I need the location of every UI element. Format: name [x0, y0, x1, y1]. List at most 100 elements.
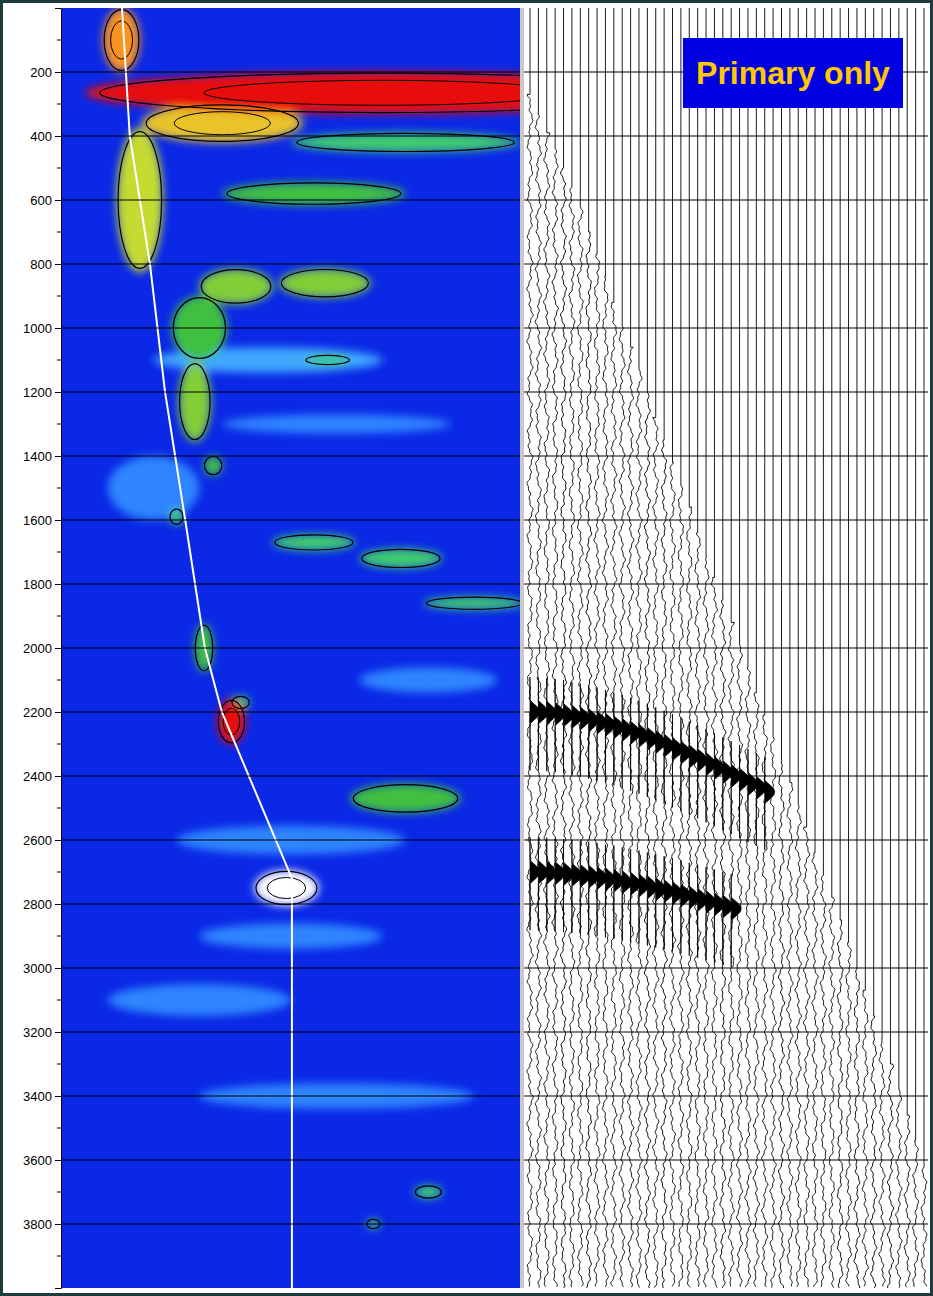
- anomaly: [424, 597, 520, 610]
- tick-mark: [55, 328, 61, 329]
- grid-line: [62, 135, 928, 136]
- tick-label: 3400: [23, 1089, 52, 1104]
- anomaly: [108, 984, 291, 1016]
- grid-line: [62, 327, 928, 328]
- annotation-box: [683, 38, 903, 108]
- tick: 1800: [23, 577, 61, 592]
- tick-mark: [55, 264, 61, 265]
- anomaly: [179, 362, 211, 442]
- tick: 3000: [23, 961, 61, 976]
- tick: 1400: [23, 449, 61, 464]
- minor-tick: [57, 40, 61, 41]
- grid-line: [62, 583, 928, 584]
- grid-line: [62, 455, 928, 456]
- tick-mark: [55, 136, 61, 137]
- tick-mark: [55, 456, 61, 457]
- annotation-text: Primary only: [696, 55, 890, 91]
- grid-line: [62, 519, 928, 520]
- tick-label: 1600: [23, 513, 52, 528]
- contour: [256, 871, 317, 904]
- minor-tick: [57, 552, 61, 553]
- minor-tick: [57, 424, 61, 425]
- tick: 3400: [23, 1089, 61, 1104]
- tick-mark: [55, 648, 61, 649]
- minor-tick: [57, 168, 61, 169]
- tick-mark: [55, 1224, 61, 1225]
- anomaly: [199, 269, 272, 304]
- contour-inner: [111, 21, 133, 59]
- minor-tick: [57, 1256, 61, 1257]
- tick: 1000: [23, 321, 61, 336]
- anomaly: [273, 534, 355, 550]
- minor-tick: [57, 616, 61, 617]
- minor-tick: [57, 1128, 61, 1129]
- tick-mark: [55, 968, 61, 969]
- tick-mark: [55, 1096, 61, 1097]
- tick: 2400: [23, 769, 61, 784]
- grid-line: [62, 1031, 928, 1032]
- minor-tick: [57, 872, 61, 873]
- tick-mark: [55, 200, 61, 201]
- grid-line: [62, 903, 928, 904]
- tick: 1200: [23, 385, 61, 400]
- tick-mark: [55, 776, 61, 777]
- minor-tick: [57, 936, 61, 937]
- axis-line: [55, 9, 62, 1289]
- tick-mark: [55, 904, 61, 905]
- tick-label: 3200: [23, 1025, 52, 1040]
- anomaly: [305, 355, 351, 365]
- tick-label: 200: [30, 65, 52, 80]
- tick-mark: [55, 1160, 61, 1161]
- tick: 2000: [23, 641, 61, 656]
- minor-tick: [57, 296, 61, 297]
- anomaly: [254, 870, 318, 905]
- grid: [62, 72, 928, 1224]
- anomaly: [360, 667, 497, 693]
- tick-mark: [55, 1032, 61, 1033]
- grid-line: [62, 839, 928, 840]
- tick: 1600: [23, 513, 61, 528]
- tick-label: 1000: [23, 321, 52, 336]
- minor-tick: [57, 104, 61, 105]
- tick-label: 3000: [23, 961, 52, 976]
- minor-tick: [57, 808, 61, 809]
- tick-label: 2200: [23, 705, 52, 720]
- anomaly: [360, 549, 442, 568]
- event-line: [530, 712, 765, 792]
- contour-inner: [204, 80, 520, 105]
- grid-line: [62, 647, 928, 648]
- figure: 2004006008001000120014001600180020002200…: [0, 0, 933, 1296]
- contour: [362, 549, 440, 567]
- contour: [227, 183, 401, 204]
- tick-label: 800: [30, 257, 52, 272]
- minor-tick: [57, 1000, 61, 1001]
- anomaly: [204, 456, 222, 475]
- anomaly: [222, 182, 405, 204]
- anomaly: [279, 269, 371, 298]
- minor-tick: [57, 360, 61, 361]
- minor-tick: [57, 488, 61, 489]
- tick-mark: [55, 840, 61, 841]
- contour-inner: [174, 112, 270, 135]
- contour: [275, 535, 353, 550]
- tick-label: 2000: [23, 641, 52, 656]
- anomaly: [85, 72, 520, 114]
- contour-inner: [267, 877, 305, 898]
- anomaly: [351, 784, 461, 813]
- tick: 3800: [23, 1217, 61, 1232]
- contour: [353, 785, 457, 812]
- tick-mark: [55, 520, 61, 521]
- minor-tick: [57, 1064, 61, 1065]
- tick: 200: [30, 65, 61, 80]
- tick: 3200: [23, 1025, 61, 1040]
- tick-label: 400: [30, 129, 52, 144]
- tick-label: 3800: [23, 1217, 52, 1232]
- annotation: Primary only: [683, 38, 903, 108]
- tick: 800: [30, 257, 61, 272]
- grid-line: [62, 1095, 928, 1096]
- grid-line: [62, 1159, 928, 1160]
- frame: [2, 2, 932, 1295]
- anomaly: [415, 1186, 442, 1199]
- anomaly: [170, 509, 184, 525]
- minor-tick: [57, 744, 61, 745]
